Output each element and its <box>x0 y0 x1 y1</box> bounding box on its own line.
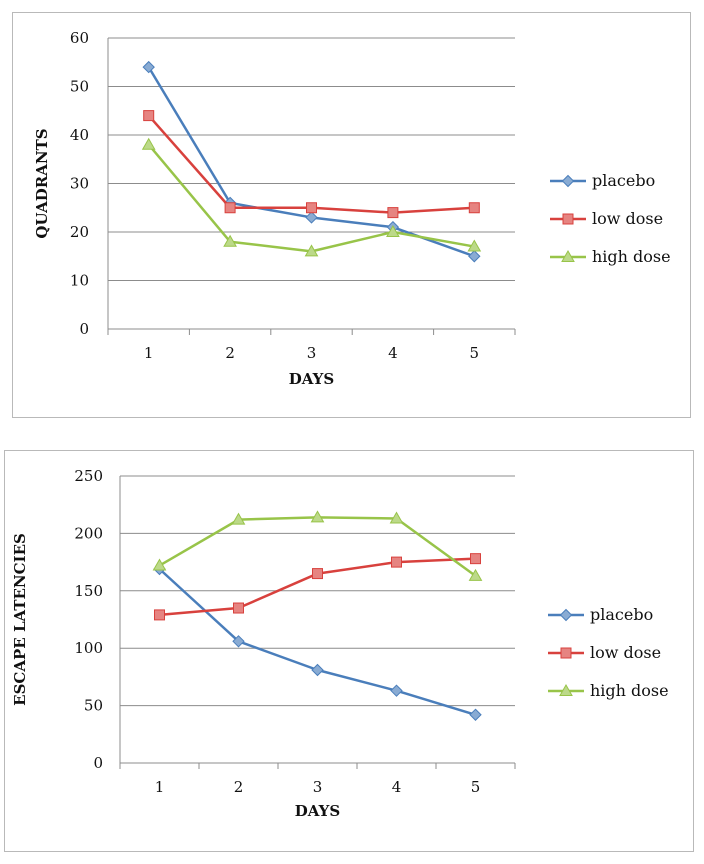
legend-marker-high-dose <box>561 249 575 262</box>
data-point-low-dose <box>143 110 155 122</box>
legend: placebo low dose high dose <box>550 171 671 266</box>
x-axis-title: DAYS <box>289 370 334 388</box>
data-point-low-dose <box>391 556 402 568</box>
data-point-low-dose <box>312 568 323 580</box>
data-point-placebo <box>468 250 481 263</box>
data-point-placebo <box>232 635 245 648</box>
series-high-dose <box>141 137 482 257</box>
data-point-placebo <box>305 211 318 224</box>
series-placebo <box>153 562 482 721</box>
legend-label-high-dose: high dose <box>592 247 671 266</box>
y-axis-title: ESCAPE LATENCIES <box>11 533 29 706</box>
series-line-low-dose <box>147 114 476 214</box>
y-tick-label: 0 <box>93 754 103 772</box>
x-tick-label: 3 <box>313 778 323 796</box>
data-point-high-dose <box>386 224 400 237</box>
series-high-dose <box>152 510 483 581</box>
data-point-high-dose <box>310 510 325 523</box>
series-line-high-dose <box>158 516 477 578</box>
x-tick-label: 1 <box>144 344 154 362</box>
data-point-high-dose <box>231 512 246 525</box>
y-tick-label: 50 <box>70 78 89 96</box>
legend-marker-placebo <box>561 174 575 188</box>
data-point-high-dose <box>468 568 483 581</box>
y-tick-label: 40 <box>70 126 89 144</box>
legend-label-placebo: placebo <box>590 605 653 624</box>
y-tick-label: 60 <box>70 29 89 47</box>
x-tick-label: 5 <box>470 344 480 362</box>
legend-marker-low-dose <box>560 647 572 659</box>
x-axis-title: DAYS <box>295 802 340 820</box>
data-point-placebo <box>311 663 324 677</box>
data-point-low-dose <box>470 553 481 565</box>
series-line-low-dose <box>158 557 477 617</box>
y-tick-label: 250 <box>74 467 103 485</box>
data-point-low-dose <box>468 202 480 214</box>
x-tick-label: 2 <box>234 778 244 796</box>
y-tick-label: 50 <box>84 697 103 715</box>
x-tick-label: 4 <box>392 778 402 796</box>
data-point-placebo <box>390 684 403 697</box>
chart-panel-quadrants: 0 10 20 30 40 50 60 1 2 3 4 5 DAYS QUADRANTS placebo lo… <box>12 12 691 418</box>
data-point-low-dose <box>387 207 399 219</box>
y-tick-label: 200 <box>74 524 103 542</box>
data-point-high-dose <box>152 558 167 571</box>
legend-label-high-dose: high dose <box>590 681 669 700</box>
data-point-high-dose <box>223 234 237 247</box>
legend-label-low-dose: low dose <box>592 209 663 228</box>
y-tick-label: 10 <box>70 272 89 290</box>
legend-marker-placebo <box>559 608 573 622</box>
data-point-high-dose <box>389 511 404 524</box>
y-axis-title: QUADRANTS <box>33 128 51 238</box>
series-low-dose <box>154 553 481 621</box>
series-line-placebo <box>147 65 476 258</box>
legend: placebo low dose high dose <box>548 605 669 700</box>
y-tick-label: 30 <box>70 175 89 193</box>
series-line-high-dose <box>147 143 476 253</box>
y-tick-label: 100 <box>74 639 103 657</box>
data-point-high-dose <box>304 244 319 257</box>
x-tick-label: 1 <box>155 778 165 796</box>
data-point-placebo <box>469 708 482 721</box>
data-point-low-dose <box>306 202 317 214</box>
quadrants-chart: 0 10 20 30 40 50 60 1 2 3 4 5 DAYS QUADRANTS placebo lo… <box>33 29 671 388</box>
x-tick-label: 4 <box>388 344 398 362</box>
chart-panel-escape-latencies: 0 50 100 150 200 250 1 2 3 4 5 DAYS ESCAPE LATENCIES… <box>4 450 694 852</box>
series-low-dose <box>143 110 480 219</box>
data-point-high-dose <box>141 137 156 150</box>
x-tick-label: 3 <box>307 344 317 362</box>
escape-latencies-chart: 0 50 100 150 200 250 1 2 3 4 5 DAYS ESCAPE LATENCIES… <box>11 467 669 820</box>
data-point-low-dose <box>154 609 165 621</box>
x-tick-label: 5 <box>471 778 481 796</box>
data-point-low-dose <box>233 602 244 614</box>
legend-label-low-dose: low dose <box>590 643 661 662</box>
data-point-placebo <box>142 60 155 74</box>
data-point-low-dose <box>224 202 236 214</box>
y-tick-label: 0 <box>79 320 89 338</box>
y-tick-label: 150 <box>74 582 103 600</box>
legend-marker-low-dose <box>562 213 574 225</box>
legend-marker-high-dose <box>559 683 573 696</box>
y-tick-label: 20 <box>70 223 89 241</box>
x-tick-label: 2 <box>225 344 235 362</box>
legend-label-placebo: placebo <box>592 171 655 190</box>
data-point-high-dose <box>467 239 482 252</box>
